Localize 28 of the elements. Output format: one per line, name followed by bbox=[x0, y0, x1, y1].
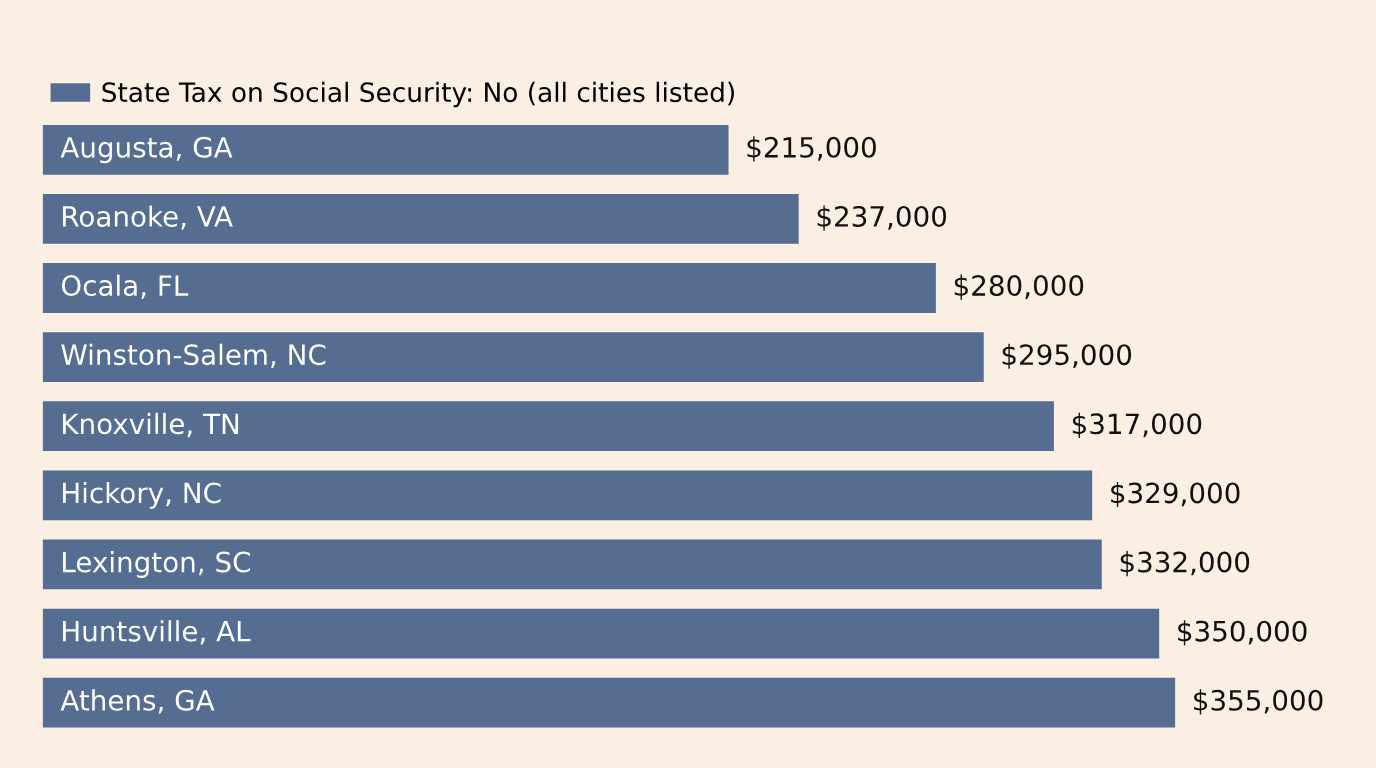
bar bbox=[42, 263, 936, 313]
y-tick-label: Lexington, SC bbox=[63, 551, 250, 578]
data-label: $355,000 bbox=[1194, 689, 1323, 715]
y-tick-label: Roanoke, VA bbox=[63, 205, 233, 230]
y-tick-label: Ocala, FL bbox=[61, 274, 189, 299]
data-label: $350,000 bbox=[1178, 620, 1307, 646]
y-tick-label: Huntsville, AL bbox=[63, 620, 251, 645]
bar bbox=[42, 194, 799, 244]
bar bbox=[42, 677, 1176, 728]
bar bbox=[42, 124, 729, 175]
data-label: $215,000 bbox=[747, 136, 876, 162]
bar bbox=[42, 539, 1102, 590]
y-tick-label: Knoxville, TN bbox=[63, 412, 239, 438]
data-label: $237,000 bbox=[817, 205, 947, 231]
y-tick-label: Augusta, GA bbox=[60, 136, 233, 164]
bar bbox=[42, 470, 1093, 521]
data-label: $317,000 bbox=[1072, 412, 1202, 438]
data-label: $295,000 bbox=[1002, 343, 1132, 369]
y-tick-label: Athens, GA bbox=[60, 689, 215, 714]
y-tick-label: Hickory, NC bbox=[63, 481, 221, 509]
data-label: $332,000 bbox=[1120, 551, 1250, 577]
data-label: $280,000 bbox=[954, 274, 1084, 300]
data-label: $329,000 bbox=[1111, 481, 1240, 508]
y-tick-label: Winston-Salem, NC bbox=[61, 343, 326, 369]
bar bbox=[42, 332, 984, 382]
legend-label: State Tax on Social Security: No (all cities listed) bbox=[102, 81, 734, 108]
bar bbox=[42, 401, 1054, 452]
bar bbox=[42, 608, 1160, 659]
